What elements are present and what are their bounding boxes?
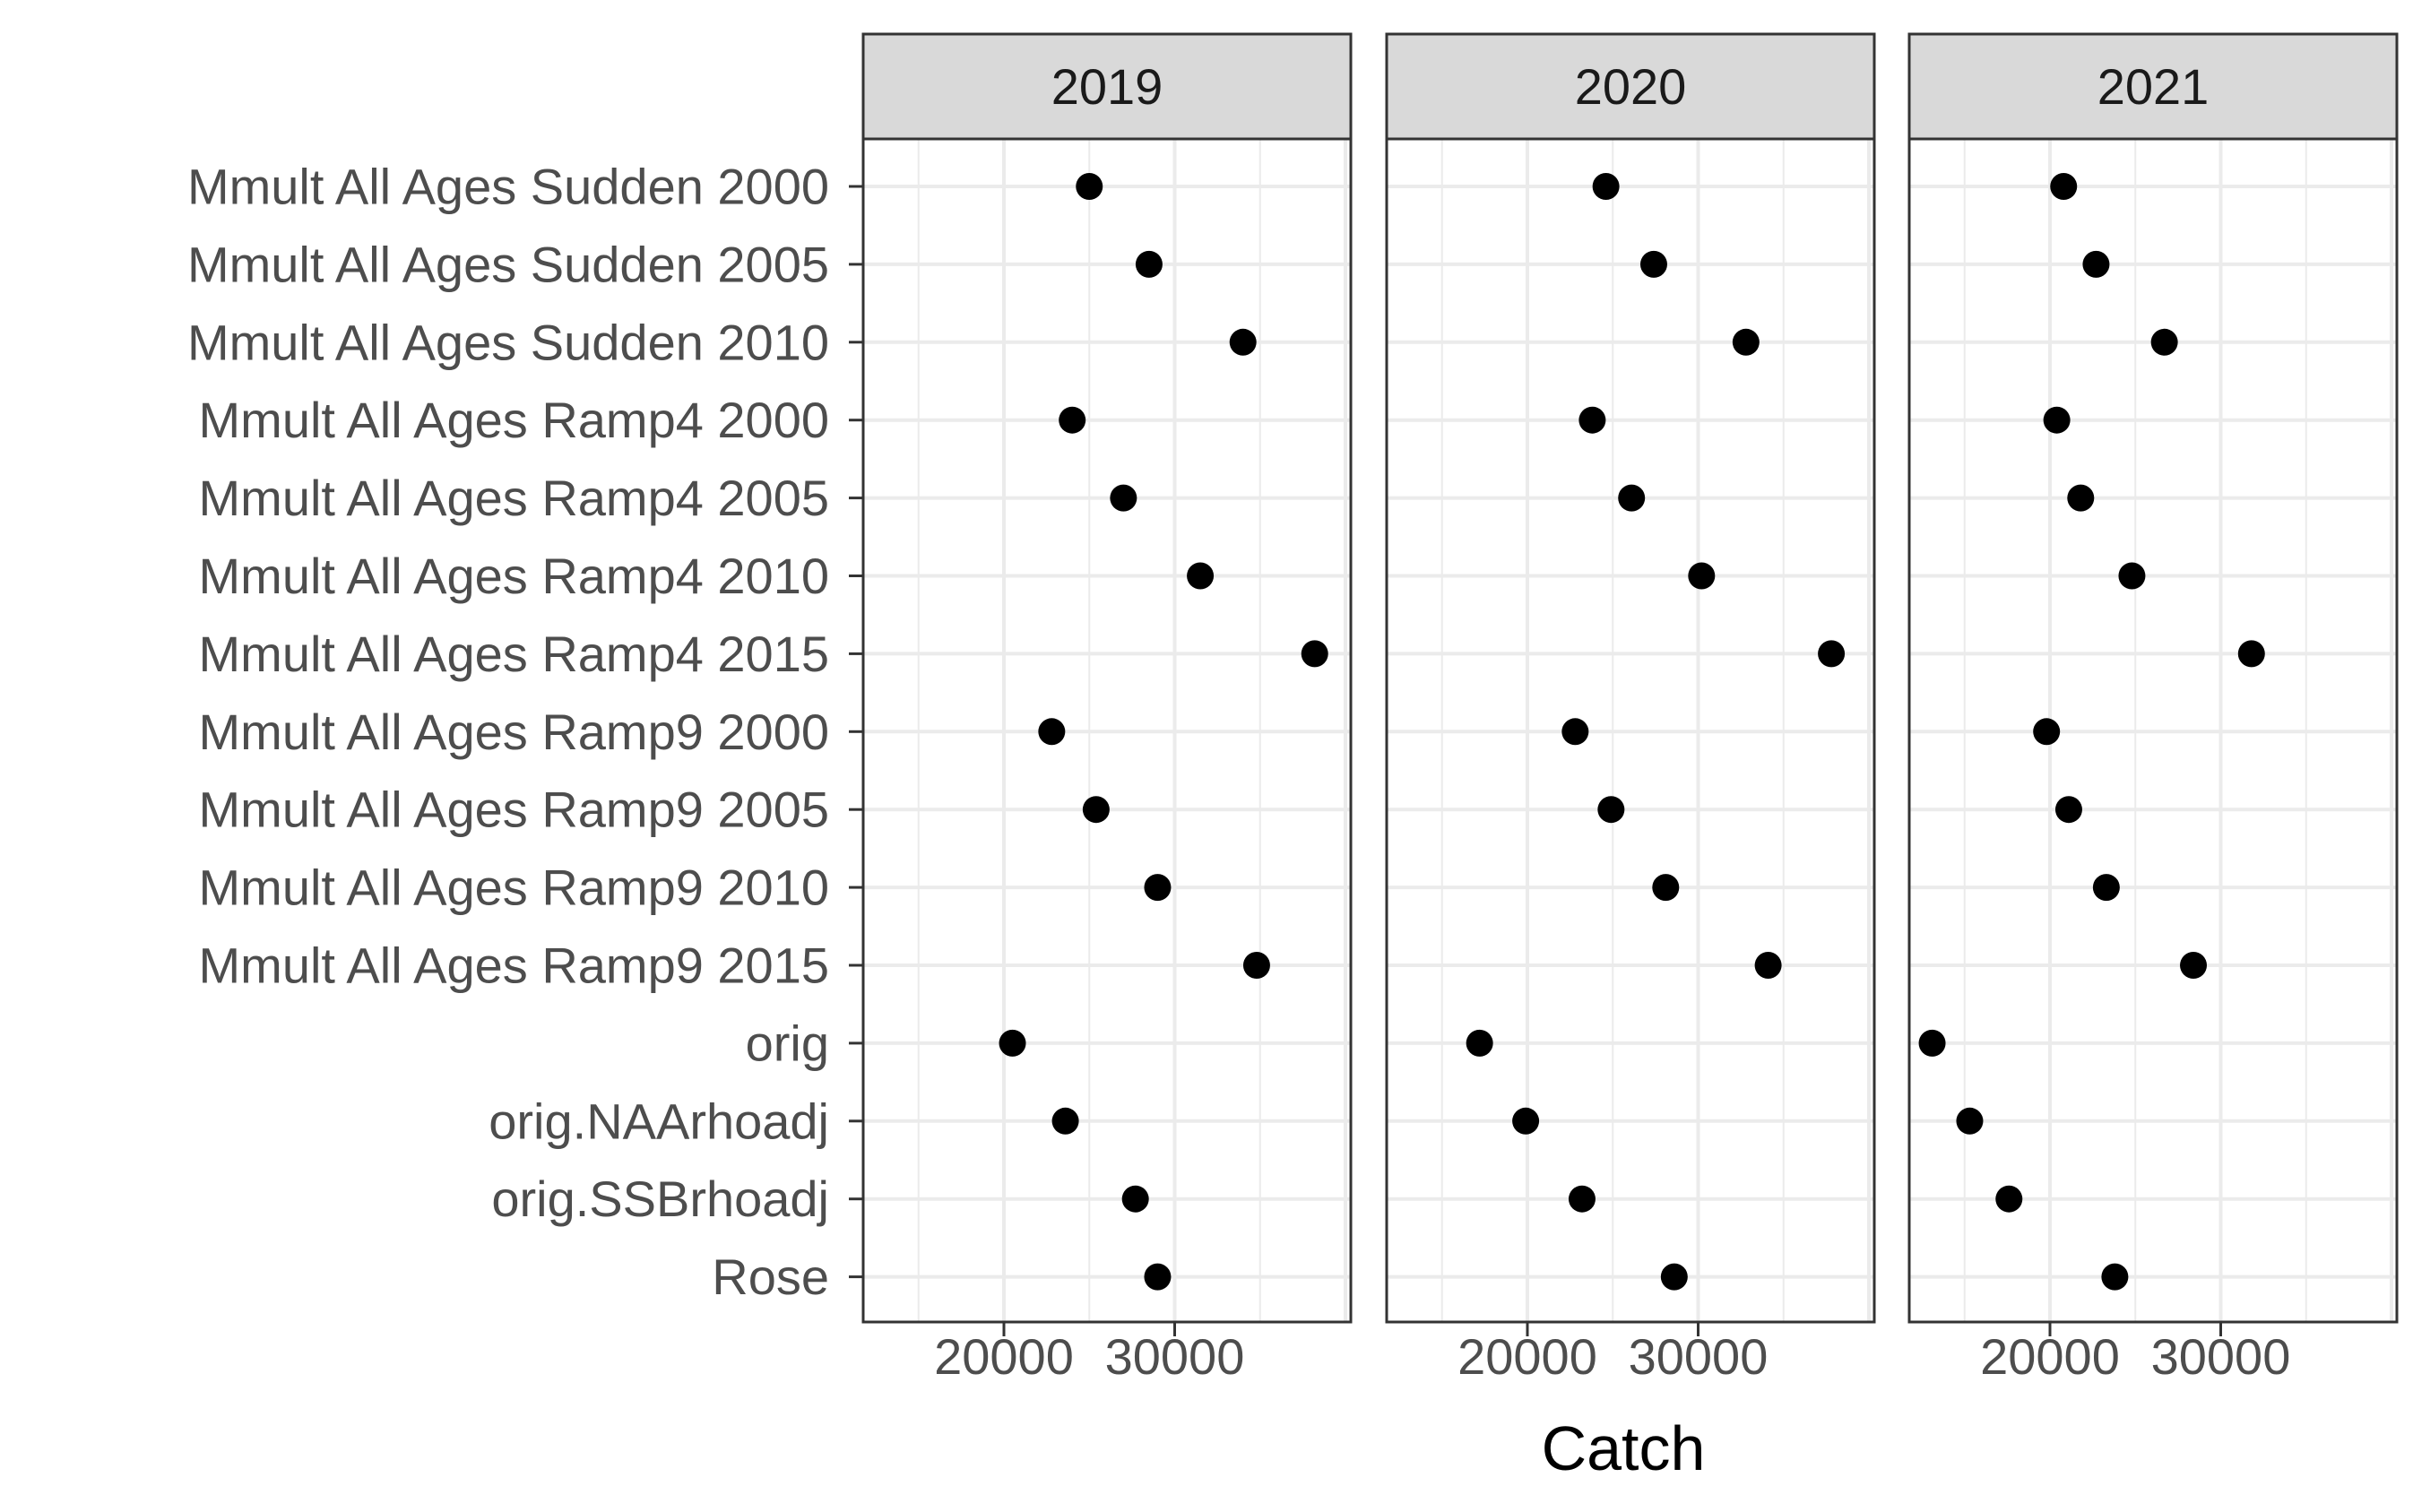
y-tick-label: Mmult All Ages Ramp4 2005 bbox=[199, 470, 829, 526]
data-point bbox=[2082, 250, 2110, 278]
data-point bbox=[1229, 328, 1257, 356]
facet-panel-2020: 2020 20000 30000 bbox=[1385, 32, 1876, 1385]
data-point bbox=[1578, 406, 1606, 434]
y-tick-label: Mmult All Ages Ramp9 2010 bbox=[199, 860, 829, 916]
facet-strip-label: 2019 bbox=[1051, 58, 1163, 115]
facet-strip bbox=[1385, 32, 1876, 141]
data-point bbox=[1144, 874, 1172, 902]
facet-panel-2021: 2021 20000 30000 bbox=[1907, 32, 2399, 1385]
data-point bbox=[1051, 1107, 1079, 1135]
data-point bbox=[2033, 718, 2061, 746]
y-axis-labels: Mmult All Ages Sudden 2000 Mmult All Ages… bbox=[187, 159, 863, 1305]
panel-border bbox=[1907, 137, 2399, 1324]
data-point bbox=[1660, 1263, 1688, 1291]
data-point bbox=[1144, 1263, 1172, 1291]
data-point bbox=[2150, 328, 2178, 356]
x-tick-label: 20000 bbox=[934, 1328, 1074, 1385]
y-tick-label: orig bbox=[746, 1015, 829, 1071]
y-tick-label: orig.SSBrhoadj bbox=[491, 1171, 829, 1227]
data-point bbox=[1038, 718, 1066, 746]
y-tick-label: Mmult All Ages Ramp9 2000 bbox=[199, 704, 829, 760]
y-tick-label: Mmult All Ages Ramp4 2000 bbox=[199, 392, 829, 448]
x-tick-label: 30000 bbox=[1629, 1328, 1769, 1385]
data-point bbox=[2067, 484, 2095, 512]
data-point bbox=[2180, 952, 2208, 979]
y-tick-label: Mmult All Ages Ramp9 2005 bbox=[199, 782, 829, 838]
facet-panel-2019: 2019 20000 30000 bbox=[861, 32, 1353, 1385]
data-point bbox=[1110, 484, 1137, 512]
data-point bbox=[2237, 640, 2265, 668]
data-point bbox=[2092, 874, 2120, 902]
data-point bbox=[1568, 1185, 1596, 1213]
facet-strip bbox=[1907, 32, 2399, 141]
x-tick-label: 30000 bbox=[2151, 1328, 2291, 1385]
data-point bbox=[999, 1029, 1026, 1057]
data-point bbox=[1652, 874, 1680, 902]
facet-panels: 2019 20000 30000 2020 20000 30000 2021 20000 300… bbox=[861, 32, 2399, 1385]
y-tick-label: orig.NAArhoadj bbox=[489, 1093, 829, 1149]
data-point bbox=[2043, 406, 2071, 434]
y-tick-label: Mmult All Ages Sudden 2005 bbox=[187, 236, 829, 292]
data-point bbox=[1561, 718, 1589, 746]
x-tick-label: 20000 bbox=[1457, 1328, 1597, 1385]
data-point bbox=[2050, 173, 2078, 200]
facet-strip-label: 2020 bbox=[1575, 58, 1687, 115]
x-axis-title: Catch bbox=[1542, 1413, 1706, 1483]
y-tick-label: Mmult All Ages Sudden 2010 bbox=[187, 314, 829, 370]
data-point bbox=[1242, 952, 1270, 979]
data-point bbox=[1597, 796, 1625, 824]
data-point bbox=[1466, 1029, 1493, 1057]
facet-strip bbox=[861, 32, 1353, 141]
data-point bbox=[2118, 562, 2146, 590]
x-tick-label: 20000 bbox=[1980, 1328, 2120, 1385]
data-point bbox=[1618, 484, 1646, 512]
data-point bbox=[2101, 1263, 2129, 1291]
data-point bbox=[1082, 796, 1110, 824]
y-tick-label: Mmult All Ages Ramp4 2010 bbox=[199, 548, 829, 604]
data-point bbox=[1059, 406, 1086, 434]
panel-border bbox=[1385, 137, 1876, 1324]
data-point bbox=[1121, 1185, 1149, 1213]
data-point bbox=[1187, 562, 1215, 590]
y-tick-label: Mmult All Ages Ramp9 2015 bbox=[199, 937, 829, 994]
data-point bbox=[1135, 250, 1163, 278]
data-point bbox=[1995, 1185, 2023, 1213]
data-point bbox=[1754, 952, 1782, 979]
facet-strip-label: 2021 bbox=[2097, 58, 2210, 115]
y-tick-label: Rose bbox=[712, 1248, 829, 1305]
data-point bbox=[1918, 1029, 1946, 1057]
data-point bbox=[1732, 328, 1760, 356]
data-point bbox=[1688, 562, 1716, 590]
x-tick-label: 30000 bbox=[1105, 1328, 1245, 1385]
panel-border bbox=[861, 137, 1353, 1324]
data-point bbox=[1301, 640, 1328, 668]
data-point bbox=[1956, 1107, 1984, 1135]
data-point bbox=[1639, 250, 1667, 278]
y-tick-label: Mmult All Ages Ramp4 2015 bbox=[199, 626, 829, 682]
data-point bbox=[1076, 173, 1103, 200]
data-point bbox=[1818, 640, 1846, 668]
data-point bbox=[2054, 796, 2082, 824]
data-point bbox=[1512, 1107, 1540, 1135]
y-tick-label: Mmult All Ages Sudden 2000 bbox=[187, 159, 829, 215]
data-point bbox=[1592, 173, 1620, 200]
